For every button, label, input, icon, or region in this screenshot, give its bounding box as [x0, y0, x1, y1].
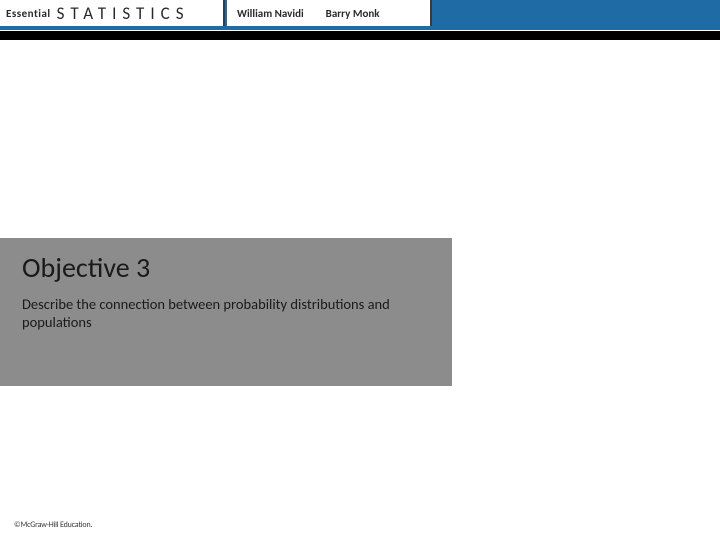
slide: Essential STATISTICS William Navidi Barr… [0, 0, 720, 540]
logo-prefix: Essential [6, 7, 51, 20]
footer-copyright: ©McGraw-Hill Education. [14, 520, 92, 530]
header-underline [0, 31, 720, 40]
objective-box: Objective 3 Describe the connection betw… [0, 238, 452, 386]
author-1: William Navidi [237, 7, 304, 20]
book-logo: Essential STATISTICS [0, 0, 225, 26]
objective-description: Describe the connection between probabil… [22, 295, 434, 331]
objective-title: Objective 3 [22, 250, 434, 285]
author-2: Barry Monk [326, 7, 380, 20]
authors-block: William Navidi Barry Monk [227, 0, 432, 26]
logo-title: STATISTICS [57, 3, 190, 24]
